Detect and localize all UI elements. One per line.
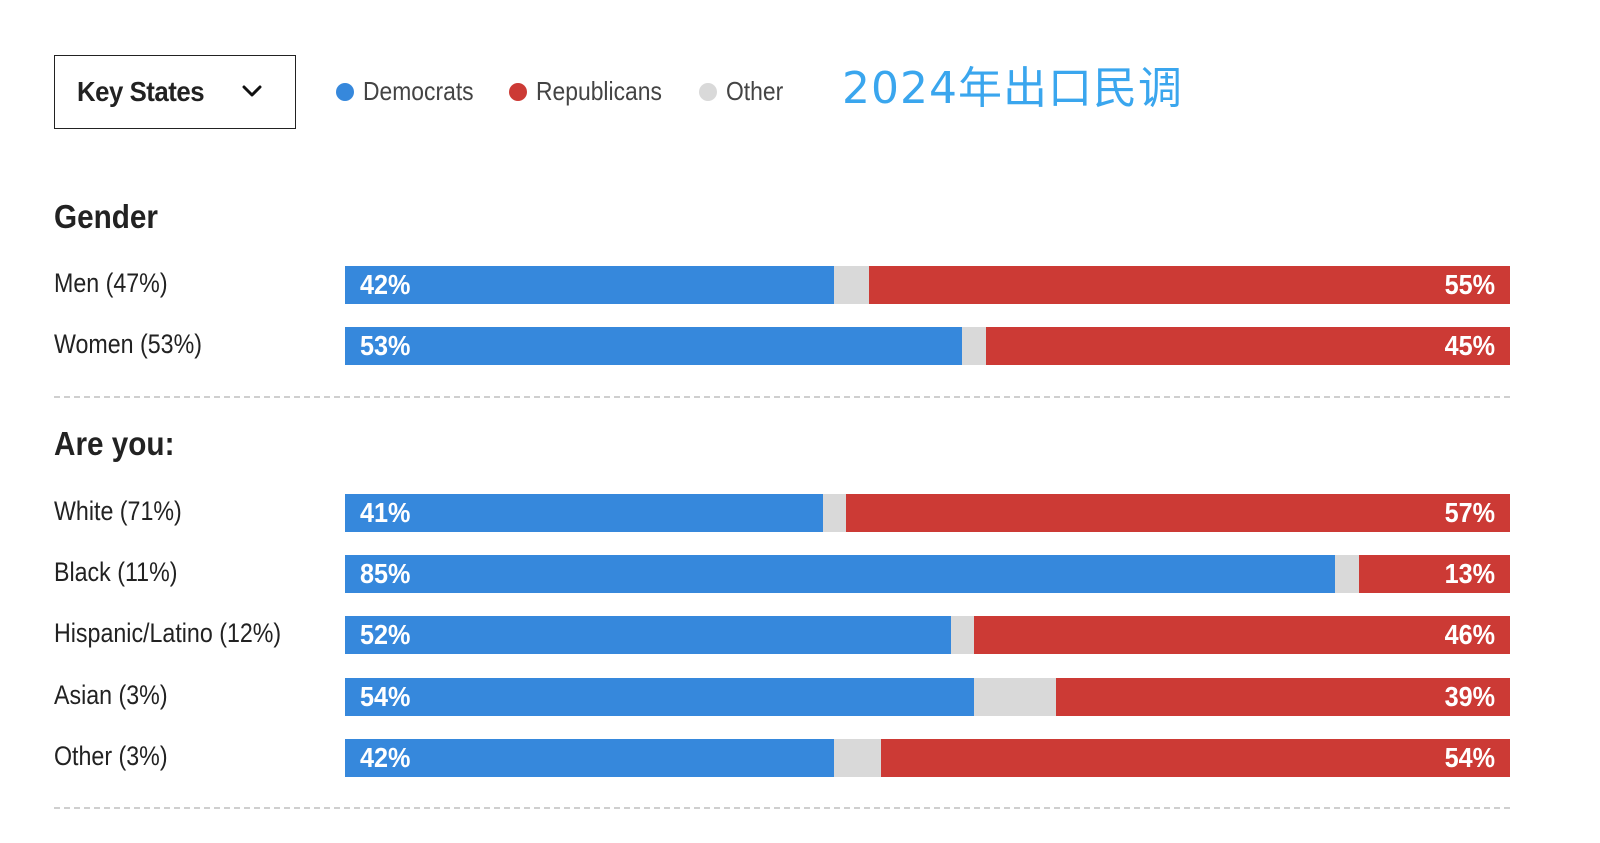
stacked-bar: 52% 46% bbox=[345, 616, 1510, 654]
data-label-republicans: 39% bbox=[1444, 681, 1495, 712]
data-label-republicans: 45% bbox=[1444, 330, 1495, 361]
legend-dot-other bbox=[698, 82, 717, 101]
key-states-dropdown[interactable]: Key States bbox=[54, 55, 296, 129]
bar-segment-other bbox=[1335, 555, 1359, 593]
bar-segment-republicans: 45% bbox=[985, 327, 1510, 365]
legend: Democrats Republicans Other bbox=[336, 76, 811, 107]
row-label: Men (47%) bbox=[54, 268, 168, 298]
data-label-republicans: 57% bbox=[1444, 497, 1495, 528]
data-label-democrats: 54% bbox=[360, 681, 411, 712]
stacked-bar: 41% 57% bbox=[345, 494, 1510, 532]
bar-segment-other bbox=[834, 266, 870, 304]
bar-segment-democrats: 54% bbox=[345, 678, 975, 716]
section-divider bbox=[54, 807, 1510, 809]
bar-segment-republicans: 57% bbox=[845, 494, 1510, 532]
data-label-republicans: 13% bbox=[1444, 558, 1495, 589]
legend-label-democrats: Democrats bbox=[363, 76, 474, 106]
stacked-bar: 53% 45% bbox=[345, 327, 1510, 365]
section-title: Are you: bbox=[54, 425, 175, 462]
bar-segment-other bbox=[822, 494, 846, 532]
data-label-democrats: 42% bbox=[360, 742, 411, 773]
stacked-bar: 42% 54% bbox=[345, 739, 1510, 777]
row-label: White (71%) bbox=[54, 496, 182, 526]
row-label: Other (3%) bbox=[54, 741, 168, 771]
bar-segment-republicans: 39% bbox=[1055, 678, 1510, 716]
data-label-democrats: 52% bbox=[360, 619, 411, 650]
data-label-democrats: 41% bbox=[360, 497, 411, 528]
bar-segment-democrats: 42% bbox=[345, 266, 835, 304]
legend-item-democrats: Democrats bbox=[336, 76, 477, 107]
data-label-republicans: 46% bbox=[1444, 619, 1495, 650]
data-label-democrats: 53% bbox=[360, 330, 411, 361]
bar-segment-republicans: 55% bbox=[869, 266, 1510, 304]
legend-dot-republicans bbox=[508, 82, 527, 101]
bar-segment-republicans: 46% bbox=[974, 616, 1510, 654]
stacked-bar: 42% 55% bbox=[345, 266, 1510, 304]
bar-segment-other bbox=[974, 678, 1056, 716]
legend-item-other: Other bbox=[698, 76, 783, 107]
bar-segment-other bbox=[834, 739, 881, 777]
legend-label-other: Other bbox=[725, 76, 784, 106]
bar-segment-democrats: 52% bbox=[345, 616, 951, 654]
data-label-republicans: 54% bbox=[1444, 742, 1495, 773]
row-label: Asian (3%) bbox=[54, 680, 168, 710]
bar-segment-republicans: 54% bbox=[880, 739, 1510, 777]
dropdown-label: Key States bbox=[77, 76, 205, 107]
chevron-down-icon bbox=[242, 85, 262, 97]
legend-item-republicans: Republicans bbox=[508, 76, 667, 107]
bar-segment-democrats: 41% bbox=[345, 494, 823, 532]
section-divider bbox=[54, 396, 1510, 398]
legend-label-republicans: Republicans bbox=[535, 76, 662, 106]
bar-segment-democrats: 42% bbox=[345, 739, 835, 777]
stacked-bar: 54% 39% bbox=[345, 678, 1510, 716]
section-title: Gender bbox=[54, 198, 158, 235]
row-label: Women (53%) bbox=[54, 329, 202, 359]
data-label-republicans: 55% bbox=[1444, 269, 1495, 300]
stacked-bar: 85% 13% bbox=[345, 555, 1510, 593]
page-title: 2024年出口民调 bbox=[842, 63, 1183, 114]
row-label: Hispanic/Latino (12%) bbox=[54, 618, 282, 648]
bar-segment-other bbox=[950, 616, 975, 654]
row-label: Black (11%) bbox=[54, 557, 178, 587]
bar-segment-democrats: 53% bbox=[345, 327, 963, 365]
bar-segment-other bbox=[962, 327, 986, 365]
legend-dot-democrats bbox=[336, 82, 354, 101]
data-label-democrats: 85% bbox=[360, 558, 411, 589]
data-label-democrats: 42% bbox=[360, 269, 411, 300]
bar-segment-democrats: 85% bbox=[345, 555, 1336, 593]
bar-segment-republicans: 13% bbox=[1358, 555, 1510, 593]
